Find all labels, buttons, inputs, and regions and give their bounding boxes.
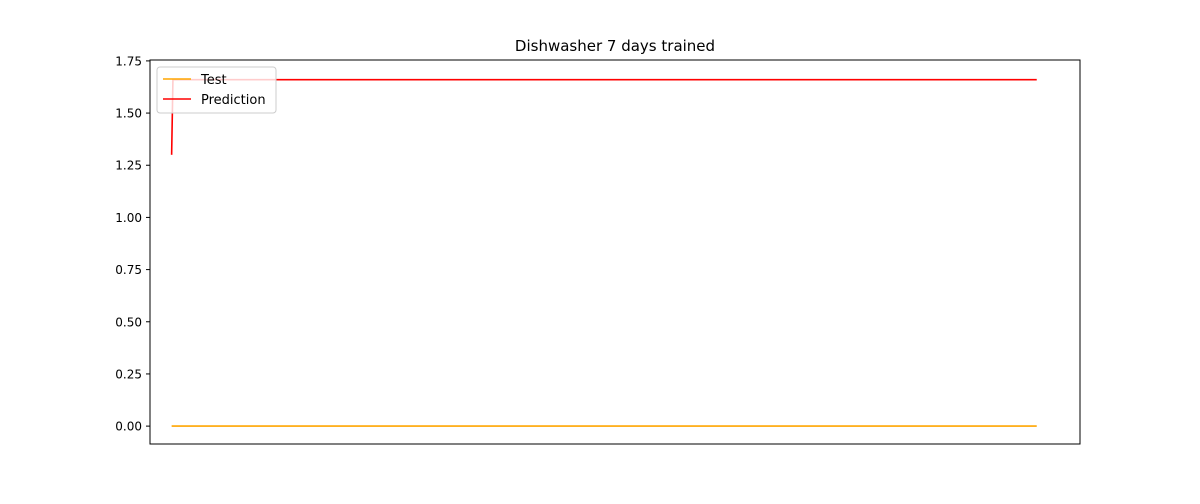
legend: Test Prediction xyxy=(156,66,277,114)
y-tick-label: 1.00 xyxy=(115,211,142,225)
y-axis: 0.00 0.25 0.50 0.75 1.00 1.25 1.50 1.75 xyxy=(115,54,150,434)
series-line-prediction xyxy=(170,78,1037,155)
y-tick-label: 1.75 xyxy=(115,54,142,68)
y-tick-label: 0.25 xyxy=(115,367,142,381)
legend-label-test: Test xyxy=(200,73,227,88)
y-tick-label: 1.25 xyxy=(115,159,142,173)
chart-title: Dishwasher 7 days trained xyxy=(515,37,715,55)
series-layer xyxy=(170,78,1037,427)
y-tick-label: 0.00 xyxy=(115,420,142,434)
y-tick-label: 1.50 xyxy=(115,107,142,121)
legend-label-prediction: Prediction xyxy=(201,93,266,108)
y-tick-label: 0.50 xyxy=(115,315,142,329)
plot-frame xyxy=(149,59,1081,445)
y-tick-label: 0.75 xyxy=(115,263,142,277)
